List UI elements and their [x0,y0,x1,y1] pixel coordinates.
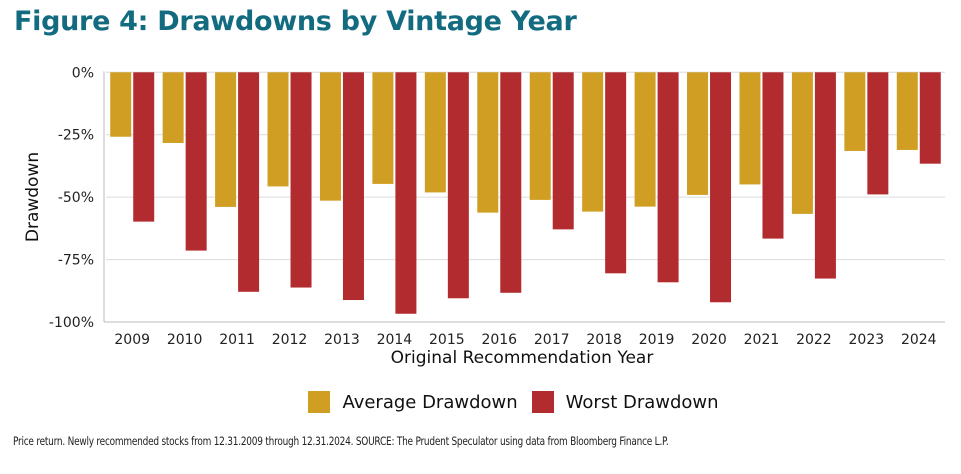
y-tick-label: -25% [58,128,94,144]
legend-item-average: Average Drawdown [308,391,518,413]
x-tick-label: 2017 [534,332,570,348]
bar-worst-2013 [342,72,364,301]
x-tick-label: 2021 [744,332,780,348]
y-axis-label: Drawdown [23,152,43,242]
bar-worst-2017 [552,72,574,230]
y-tick-label: -50% [58,190,94,206]
bar-average-2013 [319,72,341,201]
bar-average-2017 [529,72,551,200]
y-tick-label: -100% [49,315,94,331]
x-tick-label: 2024 [901,332,937,348]
legend-item-worst: Worst Drawdown [531,391,719,413]
legend: Average Drawdown Worst Drawdown [0,391,961,413]
bar-average-2011 [215,72,237,207]
bar-average-2019 [634,72,656,207]
legend-swatch-average [308,391,331,413]
bar-worst-2023 [867,72,889,195]
bar-average-2022 [791,72,813,214]
x-tick-label: 2019 [639,332,675,348]
legend-swatch-worst [531,391,554,413]
bar-average-2014 [372,72,394,184]
bar-average-2009 [110,72,132,137]
x-tick-label: 2016 [481,332,517,348]
bar-worst-2012 [290,72,312,288]
y-tick-label: -75% [58,253,94,269]
x-tick-label: 2013 [324,332,360,348]
chart-title: Figure 4: Drawdowns by Vintage Year [14,6,577,37]
x-tick-label: 2011 [219,332,255,348]
x-tick-label: 2012 [272,332,308,348]
bar-worst-2022 [814,72,836,279]
bar-average-2023 [844,72,866,151]
bar-average-2016 [477,72,499,213]
bar-average-2015 [424,72,446,193]
bar-worst-2014 [395,72,417,314]
y-tick-label: 0% [72,65,94,81]
x-tick-label: 2010 [167,332,203,348]
x-tick-label: 2022 [796,332,832,348]
bar-chart: 0% -25% -50% -75% -100% 2009 2010 2011 2012 2013 2… [23,65,945,368]
bar-worst-2024 [919,72,941,164]
x-tick-label: 2018 [586,332,622,348]
legend-label-average: Average Drawdown [342,391,518,413]
x-tick-label: 2009 [114,332,150,348]
legend-label-worst: Worst Drawdown [565,391,719,413]
x-tick-label: 2020 [691,332,727,348]
footnote: Price return. Newly recommended stocks f… [13,434,669,448]
bar-worst-2011 [238,72,260,292]
bar-worst-2015 [447,72,469,299]
x-tick-label: 2014 [377,332,413,348]
x-tick-label: 2023 [849,332,885,348]
bar-worst-2016 [500,72,522,293]
bar-average-2012 [267,72,289,187]
bar-average-2010 [162,72,184,143]
bar-average-2021 [739,72,761,185]
x-axis-label: Original Recommendation Year [391,348,654,368]
x-tick-label: 2015 [429,332,465,348]
bar-worst-2021 [762,72,784,239]
bar-average-2018 [582,72,604,212]
bar-average-2020 [687,72,709,195]
bar-worst-2018 [605,72,627,274]
bar-worst-2020 [710,72,732,303]
bar-average-2024 [896,72,918,150]
bar-worst-2019 [657,72,679,283]
bar-worst-2009 [133,72,155,222]
bar-worst-2010 [185,72,207,251]
